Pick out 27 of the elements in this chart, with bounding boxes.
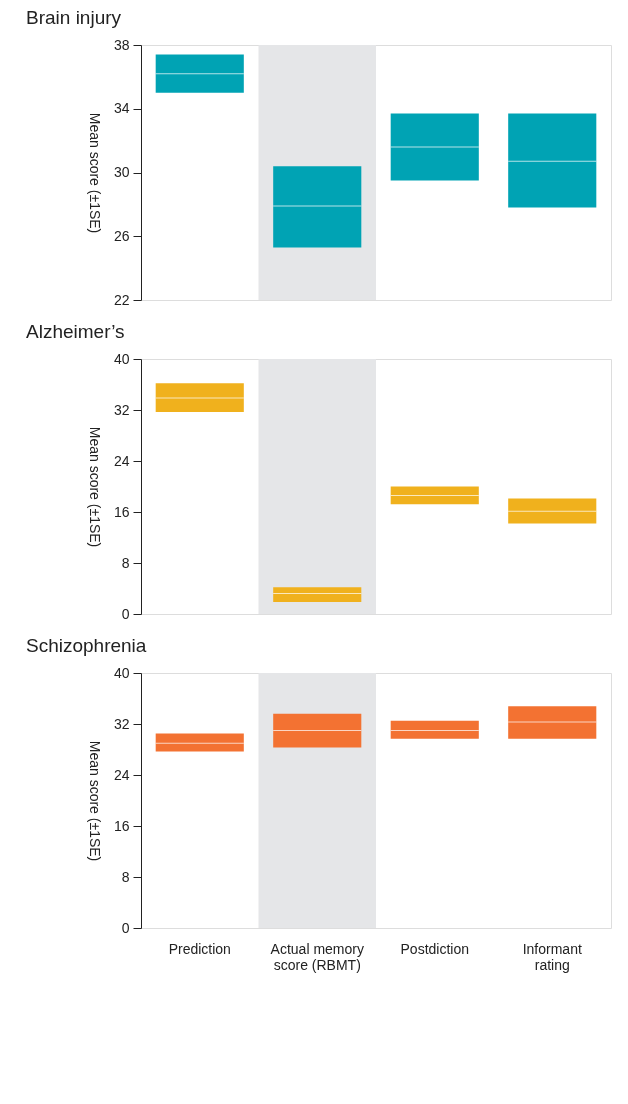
y-tick-label: 16	[113, 503, 130, 520]
y-tick-label: 40	[113, 350, 130, 367]
y-tick-label: 24	[113, 452, 130, 469]
x-tick-label: Postdiction	[400, 940, 469, 957]
y-tick-label: 0	[121, 605, 130, 622]
chart-title: Alzheimer’s	[26, 321, 125, 342]
x-tick-label: Informant rating	[522, 940, 582, 973]
x-tick-label: Actual memory score (RBMT)	[270, 940, 364, 973]
y-tick-label: 8	[121, 868, 130, 885]
y-tick-label: 32	[113, 401, 130, 418]
y-axis-title: Mean score (±1SE)	[86, 112, 103, 234]
x-tick-label: Prediction	[168, 940, 231, 957]
y-axis-title: Mean score (±1SE)	[86, 426, 103, 548]
y-tick-label: 30	[113, 164, 130, 180]
y-tick-label: 22	[113, 291, 130, 308]
y-tick-label: 38	[113, 36, 130, 53]
chart-title: Brain injury	[26, 7, 122, 28]
y-tick-label: 8	[121, 554, 130, 571]
y-tick-label: 24	[113, 766, 130, 783]
y-tick-label: 26	[113, 227, 130, 244]
y-tick-label: 16	[113, 817, 130, 834]
y-tick-label: 34	[113, 100, 130, 117]
y-tick-label: 0	[121, 919, 130, 936]
y-tick-label: 32	[113, 715, 130, 732]
chart-title: Schizophrenia	[26, 635, 147, 656]
y-tick-label: 40	[113, 664, 130, 681]
y-axis-title: Mean score (±1SE)	[86, 740, 103, 862]
